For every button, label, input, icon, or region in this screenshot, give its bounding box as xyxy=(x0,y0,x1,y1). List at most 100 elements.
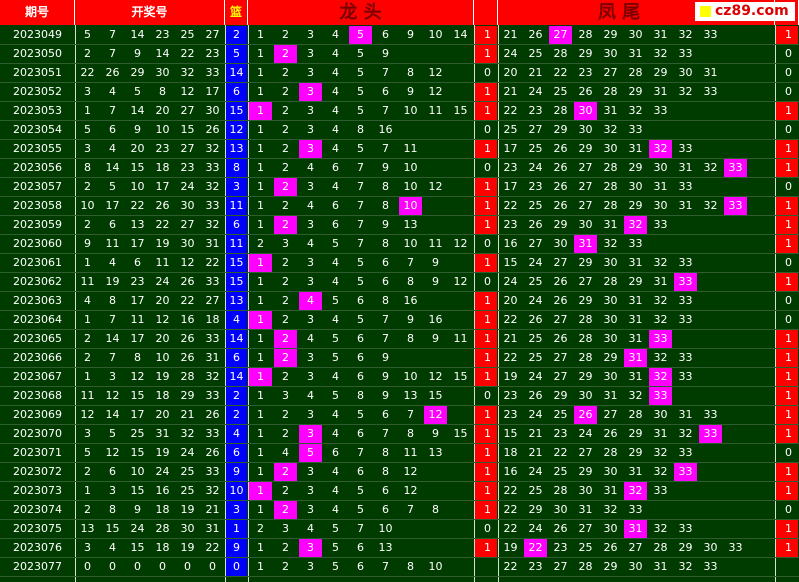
head-number: 1 xyxy=(257,465,264,478)
draw-number: 0 xyxy=(84,560,91,573)
tail-number: 25 xyxy=(553,465,568,478)
head-number: 13 xyxy=(378,541,393,554)
tail-flag: 1 xyxy=(776,102,798,120)
row-line xyxy=(0,63,799,64)
header-head: 龙 头 xyxy=(248,0,474,25)
draw-number: 9 xyxy=(134,47,141,60)
row-line xyxy=(0,348,799,349)
head-number: 1 xyxy=(257,218,264,231)
head-number: 7 xyxy=(382,560,389,573)
head-number: 4 xyxy=(332,465,339,478)
blue-number: 1 xyxy=(226,520,247,538)
draw-number: 26 xyxy=(105,66,120,79)
tail-number: 29 xyxy=(578,142,593,155)
draw-number: 15 xyxy=(130,484,145,497)
tail-number: 31 xyxy=(628,370,643,383)
tail-number: 33 xyxy=(653,218,668,231)
head-number: 1 xyxy=(257,142,264,155)
draw-number: 5 xyxy=(84,28,91,41)
head-number: 7 xyxy=(407,256,414,269)
tail-number: 32 xyxy=(624,482,647,500)
tail-number: 25 xyxy=(528,142,543,155)
tail-number: 30 xyxy=(553,237,568,250)
tail-number: 29 xyxy=(553,218,568,231)
head-number: 11 xyxy=(428,104,443,117)
head-number: 6 xyxy=(357,294,364,307)
tail-number: 23 xyxy=(528,180,543,193)
draw-number: 15 xyxy=(105,522,120,535)
head-number: 1 xyxy=(257,66,264,79)
row-line xyxy=(0,500,799,501)
head-flag: 1 xyxy=(475,463,497,481)
period: 2023050 xyxy=(13,47,62,60)
head-number: 2 xyxy=(282,294,289,307)
head-number: 3 xyxy=(307,408,314,421)
draw-number: 7 xyxy=(109,351,116,364)
draw-number: 7 xyxy=(109,28,116,41)
draw-number: 10 xyxy=(155,351,170,364)
head-number: 2 xyxy=(257,237,264,250)
draw-number: 27 xyxy=(205,28,220,41)
tail-number: 32 xyxy=(703,161,718,174)
blue-number: 10 xyxy=(226,482,247,500)
head-number: 7 xyxy=(382,332,389,345)
tail-number: 22 xyxy=(503,560,518,573)
period: 2023072 xyxy=(13,465,62,478)
blue-number: 3 xyxy=(226,178,247,196)
tail-number: 32 xyxy=(649,368,672,386)
head-number: 10 xyxy=(403,104,418,117)
tail-number: 27 xyxy=(553,351,568,364)
head-number: 4 xyxy=(307,522,314,535)
draw-number: 32 xyxy=(205,484,220,497)
head-number: 7 xyxy=(382,427,389,440)
draw-number: 14 xyxy=(130,104,145,117)
tail-number: 23 xyxy=(503,408,518,421)
tail-number: 22 xyxy=(503,199,518,212)
period: 2023052 xyxy=(13,85,62,98)
head-number: 4 xyxy=(332,408,339,421)
tail-number: 29 xyxy=(603,28,618,41)
tail-number: 30 xyxy=(553,503,568,516)
draw-number: 21 xyxy=(205,503,220,516)
tail-flag: 0 xyxy=(785,180,792,193)
blue-number: 13 xyxy=(226,140,247,158)
draw-number: 11 xyxy=(105,237,120,250)
blue-number: 8 xyxy=(226,159,247,177)
tail-number: 28 xyxy=(653,541,668,554)
head-number: 7 xyxy=(357,180,364,193)
head-number: 9 xyxy=(382,351,389,364)
tail-number: 27 xyxy=(553,560,568,573)
tail-number: 29 xyxy=(628,446,643,459)
head-number: 3 xyxy=(307,313,314,326)
draw-number: 10 xyxy=(130,465,145,478)
head-number: 4 xyxy=(282,446,289,459)
tail-number: 24 xyxy=(528,408,543,421)
tail-number: 27 xyxy=(553,370,568,383)
tail-number: 24 xyxy=(528,465,543,478)
head-number: 8 xyxy=(382,446,389,459)
head-number: 2 xyxy=(282,256,289,269)
head-number: 4 xyxy=(332,427,339,440)
blue-number: 15 xyxy=(226,254,247,272)
tail-number: 16 xyxy=(503,237,518,250)
draw-number: 25 xyxy=(180,465,195,478)
tail-number: 15 xyxy=(503,427,518,440)
tail-number: 26 xyxy=(603,427,618,440)
tail-flag: 1 xyxy=(776,539,798,557)
tail-number: 23 xyxy=(528,104,543,117)
tail-number: 29 xyxy=(578,256,593,269)
blue-number: 0 xyxy=(226,558,247,576)
period: 2023062 xyxy=(13,275,62,288)
tail-number: 32 xyxy=(603,237,618,250)
head-number: 3 xyxy=(307,104,314,117)
head-number: 9 xyxy=(382,218,389,231)
header-blue: 篮 xyxy=(225,0,248,25)
tail-flag: 1 xyxy=(776,235,798,253)
tail-number: 28 xyxy=(553,484,568,497)
blue-number: 14 xyxy=(226,64,247,82)
tail-number: 28 xyxy=(578,560,593,573)
head-number: 1 xyxy=(257,389,264,402)
tail-number: 24 xyxy=(503,47,518,60)
head-number: 2 xyxy=(274,463,297,481)
period: 2023066 xyxy=(13,351,62,364)
